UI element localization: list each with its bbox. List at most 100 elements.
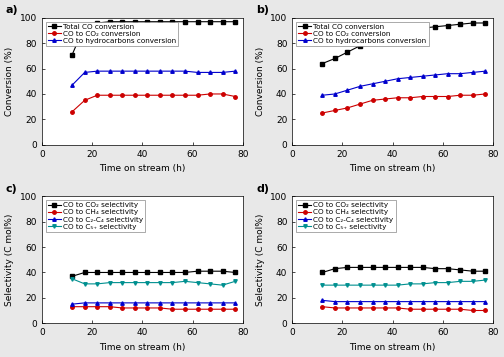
CO to CO₂ selectivity bbox=[432, 267, 438, 271]
CO to hydrocarbons conversion bbox=[144, 69, 150, 73]
CO to C₂-C₄ selectivity bbox=[132, 301, 138, 305]
CO to CO₂ selectivity bbox=[119, 270, 125, 275]
Total CO conversion bbox=[107, 20, 113, 24]
CO to CO₂ selectivity bbox=[132, 270, 138, 275]
Total CO conversion bbox=[332, 56, 338, 61]
CO to CO₂ selectivity bbox=[157, 270, 163, 275]
CO to CO₂ conversion bbox=[232, 94, 238, 99]
CO to CO₂ selectivity bbox=[320, 270, 326, 275]
CO to C₅₊ selectivity bbox=[332, 283, 338, 287]
CO to C₂-C₄ selectivity bbox=[69, 302, 75, 306]
CO to CO₂ selectivity bbox=[144, 270, 150, 275]
Total CO conversion bbox=[69, 52, 75, 57]
CO to C₅₊ selectivity bbox=[82, 282, 88, 286]
CO to CO₂ conversion bbox=[332, 108, 338, 112]
Line: CO to C₅₊ selectivity: CO to C₅₊ selectivity bbox=[71, 277, 237, 287]
CO to CH₄ selectivity bbox=[482, 308, 488, 313]
Total CO conversion bbox=[407, 27, 413, 31]
CO to CO₂ selectivity bbox=[395, 265, 401, 270]
CO to CO₂ selectivity bbox=[457, 268, 463, 272]
Y-axis label: Conversion (%): Conversion (%) bbox=[6, 47, 15, 116]
CO to hydrocarbons conversion bbox=[94, 69, 100, 73]
CO to CO₂ selectivity bbox=[344, 265, 350, 270]
Total CO conversion bbox=[132, 20, 138, 24]
CO to C₂-C₄ selectivity bbox=[420, 300, 426, 304]
CO to CO₂ selectivity bbox=[82, 270, 88, 275]
Y-axis label: Selectivity (C mol%): Selectivity (C mol%) bbox=[6, 213, 15, 306]
CO to C₅₊ selectivity bbox=[182, 279, 188, 283]
CO to hydrocarbons conversion bbox=[457, 71, 463, 76]
CO to CH₄ selectivity bbox=[132, 306, 138, 310]
Text: b): b) bbox=[256, 5, 269, 15]
X-axis label: Time on stream (h): Time on stream (h) bbox=[99, 343, 185, 352]
X-axis label: Time on stream (h): Time on stream (h) bbox=[349, 343, 436, 352]
CO to CO₂ conversion bbox=[132, 93, 138, 97]
CO to CO₂ conversion bbox=[144, 93, 150, 97]
Total CO conversion bbox=[207, 20, 213, 24]
Total CO conversion bbox=[232, 20, 238, 24]
CO to C₅₊ selectivity bbox=[144, 281, 150, 285]
CO to C₂-C₄ selectivity bbox=[182, 301, 188, 305]
Total CO conversion bbox=[369, 37, 375, 42]
Total CO conversion bbox=[432, 25, 438, 29]
CO to CO₂ conversion bbox=[482, 92, 488, 96]
CO to C₂-C₄ selectivity bbox=[332, 300, 338, 304]
CO to CO₂ conversion bbox=[107, 93, 113, 97]
CO to CH₄ selectivity bbox=[107, 305, 113, 309]
CO to C₂-C₄ selectivity bbox=[195, 301, 201, 305]
Total CO conversion bbox=[382, 34, 388, 38]
Total CO conversion bbox=[395, 30, 401, 34]
CO to C₂-C₄ selectivity bbox=[169, 301, 175, 305]
CO to CO₂ selectivity bbox=[369, 265, 375, 270]
Total CO conversion bbox=[457, 22, 463, 26]
CO to CO₂ selectivity bbox=[220, 269, 226, 273]
CO to CO₂ conversion bbox=[344, 106, 350, 110]
CO to C₂-C₄ selectivity bbox=[445, 300, 451, 304]
CO to CH₄ selectivity bbox=[369, 306, 375, 310]
CO to CH₄ selectivity bbox=[157, 306, 163, 310]
Total CO conversion bbox=[344, 50, 350, 54]
CO to CO₂ conversion bbox=[382, 97, 388, 101]
CO to C₂-C₄ selectivity bbox=[395, 300, 401, 304]
CO to C₂-C₄ selectivity bbox=[207, 301, 213, 305]
CO to C₅₊ selectivity bbox=[344, 283, 350, 287]
CO to CO₂ selectivity bbox=[169, 270, 175, 275]
CO to hydrocarbons conversion bbox=[470, 70, 476, 75]
CO to CO₂ selectivity bbox=[382, 265, 388, 270]
CO to C₂-C₄ selectivity bbox=[232, 301, 238, 305]
CO to C₂-C₄ selectivity bbox=[119, 301, 125, 305]
CO to CO₂ selectivity bbox=[407, 265, 413, 270]
Total CO conversion bbox=[144, 20, 150, 24]
CO to CH₄ selectivity bbox=[119, 306, 125, 310]
CO to C₂-C₄ selectivity bbox=[344, 300, 350, 304]
CO to hydrocarbons conversion bbox=[220, 70, 226, 75]
Line: CO to C₂-C₄ selectivity: CO to C₂-C₄ selectivity bbox=[321, 298, 487, 303]
Line: CO to CO₂ conversion: CO to CO₂ conversion bbox=[321, 92, 487, 115]
CO to CO₂ conversion bbox=[220, 92, 226, 96]
CO to C₂-C₄ selectivity bbox=[482, 300, 488, 304]
Y-axis label: Conversion (%): Conversion (%) bbox=[256, 47, 265, 116]
CO to C₅₊ selectivity bbox=[119, 281, 125, 285]
CO to CH₄ selectivity bbox=[320, 305, 326, 309]
CO to C₂-C₄ selectivity bbox=[457, 300, 463, 304]
Line: CO to C₂-C₄ selectivity: CO to C₂-C₄ selectivity bbox=[71, 301, 237, 306]
CO to CO₂ conversion bbox=[169, 93, 175, 97]
Total CO conversion bbox=[357, 44, 363, 48]
CO to CH₄ selectivity bbox=[182, 307, 188, 311]
Legend: Total CO conversion, CO to CO₂ conversion, CO to hydrocarbons conversion: Total CO conversion, CO to CO₂ conversio… bbox=[46, 21, 178, 46]
Total CO conversion bbox=[445, 23, 451, 27]
Line: CO to CH₄ selectivity: CO to CH₄ selectivity bbox=[321, 305, 487, 312]
X-axis label: Time on stream (h): Time on stream (h) bbox=[99, 164, 185, 173]
Total CO conversion bbox=[220, 20, 226, 24]
CO to CO₂ conversion bbox=[69, 110, 75, 114]
CO to CO₂ conversion bbox=[320, 111, 326, 115]
CO to C₅₊ selectivity bbox=[94, 282, 100, 286]
CO to C₅₊ selectivity bbox=[107, 281, 113, 285]
CO to C₂-C₄ selectivity bbox=[107, 301, 113, 305]
CO to CO₂ selectivity bbox=[182, 270, 188, 275]
Legend: CO to CO₂ selectivity, CO to CH₄ selectivity, CO to C₂-C₄ selectivity, CO to C₅₊: CO to CO₂ selectivity, CO to CH₄ selecti… bbox=[46, 200, 145, 232]
CO to hydrocarbons conversion bbox=[169, 69, 175, 73]
CO to C₅₊ selectivity bbox=[132, 281, 138, 285]
CO to C₅₊ selectivity bbox=[482, 278, 488, 282]
CO to CO₂ selectivity bbox=[332, 267, 338, 271]
